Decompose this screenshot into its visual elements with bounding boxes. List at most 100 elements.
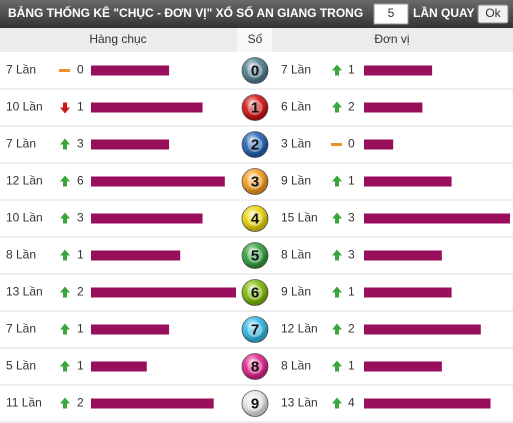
count-label: 8 Lần [6, 248, 36, 262]
ball-digit: 2 [251, 136, 259, 153]
change: 4 [348, 396, 355, 410]
trend-up [332, 175, 342, 187]
count-label: 13 Lần [6, 285, 43, 299]
count-label: 6 Lần [281, 100, 311, 114]
count-label: 8 Lần [281, 248, 311, 262]
trend-up [332, 249, 342, 261]
count-label: 7 Lần [281, 63, 311, 77]
trend-up [60, 249, 70, 261]
count-label: 12 Lần [6, 174, 43, 188]
draw-count[interactable]: 5 [388, 6, 395, 20]
trend-up [60, 212, 70, 224]
ball-shine [242, 57, 268, 84]
tens-header: Hàng chục [89, 32, 146, 46]
count-label: 9 Lần [281, 174, 311, 188]
trend-up [332, 360, 342, 372]
ball-shine [242, 205, 268, 232]
bar [364, 287, 452, 298]
title: BẢNG THỐNG KÊ "CHỤC - ĐƠN VỊ" XỔ SỐ AN G… [8, 5, 363, 20]
change: 2 [348, 100, 355, 114]
count-label: 11 Lần [6, 396, 42, 410]
units-header: Đơn vị [374, 32, 409, 46]
draw-count-input[interactable] [373, 3, 409, 25]
ball-digit: 5 [251, 247, 259, 264]
ball-face [247, 137, 263, 152]
change: 3 [348, 211, 355, 225]
ball-shine [242, 131, 268, 158]
bar [364, 139, 394, 150]
count-label: 10 Lần [6, 100, 43, 114]
change: 6 [77, 174, 84, 188]
change: 0 [348, 137, 355, 151]
ball-face [247, 396, 263, 411]
bar [91, 287, 236, 298]
trend-up [332, 64, 342, 76]
count-label: 5 Lần [6, 359, 36, 373]
bar [364, 398, 491, 409]
trend-up [60, 397, 70, 409]
change: 3 [348, 248, 355, 262]
ball-shine [242, 353, 268, 380]
ok-label[interactable]: Ok [485, 6, 501, 20]
change: 2 [348, 322, 355, 336]
ball-digit: 7 [251, 321, 259, 338]
ball-digit: 3 [251, 173, 259, 190]
bar [91, 398, 214, 409]
ball-shine [242, 390, 268, 417]
trend-up [332, 212, 342, 224]
ball-shine [242, 94, 268, 121]
ball-face [247, 63, 263, 78]
change: 1 [77, 322, 84, 336]
digit-header: Số [248, 32, 263, 46]
ball-face [247, 285, 263, 300]
ball-digit: 6 [251, 284, 259, 301]
trend-flat [331, 143, 342, 146]
trend-up [60, 360, 70, 372]
count-label: 8 Lần [281, 359, 311, 373]
change: 2 [77, 285, 84, 299]
ball-digit: 9 [251, 395, 259, 412]
bar [364, 65, 433, 76]
trend-up [60, 138, 70, 150]
ball-digit: 0 [251, 62, 259, 79]
bar [364, 250, 442, 261]
count-label: 9 Lần [281, 285, 311, 299]
count-label: 13 Lần [281, 396, 318, 410]
bar [364, 102, 423, 113]
change: 1 [348, 359, 355, 373]
ball-face [247, 174, 263, 189]
bar [91, 361, 147, 372]
ok-button[interactable] [477, 4, 509, 24]
trend-up [60, 175, 70, 187]
ball-digit: 8 [251, 358, 259, 375]
count-label: 3 Lần [281, 137, 311, 151]
header-bar [0, 0, 513, 28]
count-label: 12 Lần [281, 322, 318, 336]
trend-up [60, 323, 70, 335]
bar [91, 176, 225, 187]
bar [364, 361, 442, 372]
ball-face [247, 322, 263, 337]
ball-shine [242, 316, 268, 343]
count-label: 7 Lần [6, 322, 36, 336]
change: 1 [348, 63, 355, 77]
change: 1 [77, 248, 84, 262]
ball-digit: 4 [251, 210, 260, 227]
count-label: 10 Lần [6, 211, 43, 225]
bar [364, 213, 510, 224]
ball-shine [242, 242, 268, 269]
change: 3 [77, 211, 84, 225]
ball-face [247, 248, 263, 263]
bar [91, 139, 170, 150]
change: 1 [348, 174, 355, 188]
trend-flat [59, 69, 70, 72]
trend-up [332, 323, 342, 335]
bar [91, 213, 203, 224]
count-label: 15 Lần [281, 211, 318, 225]
bar [364, 176, 452, 187]
change: 1 [77, 359, 84, 373]
trend-up [332, 286, 342, 298]
trend-up [332, 397, 342, 409]
ball-shine [242, 279, 268, 306]
